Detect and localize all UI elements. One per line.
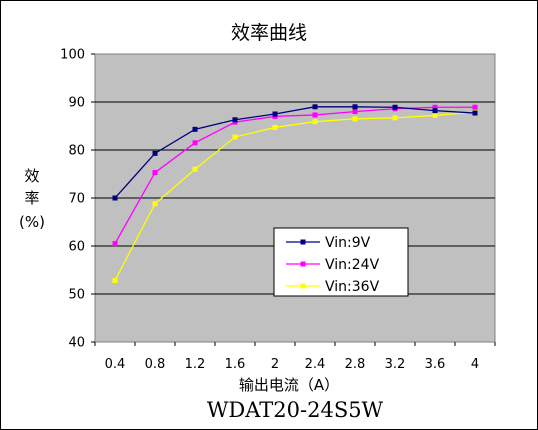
x-tick-label: 2.8 <box>345 357 366 372</box>
chart-title: 效率曲线 <box>231 22 307 44</box>
model-number: WDAT20-24S5W <box>207 398 384 422</box>
legend: Vin:9V Vin:24V Vin:36V <box>273 227 409 297</box>
y-tick-label: 80 <box>68 144 85 159</box>
x-axis-label: 输出电流（A） <box>239 376 339 394</box>
data-point <box>192 126 198 132</box>
data-point <box>472 110 478 116</box>
x-tick-label: 2.4 <box>305 357 326 372</box>
legend-marker <box>300 261 306 267</box>
data-point <box>232 134 238 140</box>
data-point <box>152 150 158 156</box>
x-tick-label: 1.6 <box>225 357 246 372</box>
series-line <box>114 106 475 244</box>
y-tick-label: 50 <box>68 288 85 303</box>
y-tick-labels: 40 50 60 70 80 90 100 <box>60 48 95 351</box>
y-tick-label: 60 <box>68 240 85 255</box>
data-point <box>352 109 358 115</box>
y-tick-label: 40 <box>68 336 85 351</box>
legend-marker <box>300 283 306 289</box>
data-point <box>192 166 198 172</box>
legend-label: Vin:9V <box>325 235 371 251</box>
y-axis-label-3: (%) <box>19 213 45 231</box>
data-point <box>112 278 118 284</box>
data-point <box>352 104 358 110</box>
legend-box <box>273 227 409 297</box>
data-point <box>112 195 118 201</box>
y-axis-label-2: 率 <box>24 189 39 207</box>
data-point <box>472 104 478 110</box>
x-tick-label: 0.8 <box>145 357 166 372</box>
series-vin-9v <box>112 104 478 201</box>
y-tick-label: 100 <box>60 48 85 63</box>
data-point <box>192 140 198 146</box>
data-point <box>112 241 118 247</box>
data-point <box>352 116 358 122</box>
data-point <box>432 108 438 114</box>
data-point <box>152 201 158 207</box>
series-vin-36v <box>112 109 478 284</box>
x-tick-label: 2 <box>271 357 279 372</box>
data-point <box>392 104 398 110</box>
data-point <box>152 170 158 176</box>
data-point <box>272 124 278 130</box>
legend-label: Vin:24V <box>325 257 380 273</box>
data-point <box>312 119 318 125</box>
data-point <box>432 104 438 110</box>
x-tick-label: 4 <box>471 357 479 372</box>
series-line <box>114 111 476 281</box>
data-point <box>272 111 278 117</box>
x-tick-label: 3.6 <box>425 357 446 372</box>
data-point <box>312 104 318 110</box>
series-group <box>112 104 478 284</box>
series-line <box>114 106 476 199</box>
x-tick-label: 3.2 <box>385 357 406 372</box>
data-point <box>232 117 238 123</box>
legend-marker <box>300 239 306 245</box>
y-tick-label: 90 <box>68 96 85 111</box>
data-point <box>312 112 318 118</box>
y-tick-label: 70 <box>68 192 85 207</box>
x-tick-label: 0.4 <box>105 357 126 372</box>
x-tick-label: 1.2 <box>185 357 206 372</box>
x-tick-labels: 0.4 0.8 1.2 1.6 2 2.4 2.8 3.2 3.6 4 <box>94 342 496 372</box>
series-vin-24v <box>112 104 478 247</box>
y-axis-label-1: 效 <box>24 167 39 185</box>
data-point <box>432 112 438 118</box>
data-point <box>392 115 398 121</box>
legend-label: Vin:36V <box>325 279 380 295</box>
